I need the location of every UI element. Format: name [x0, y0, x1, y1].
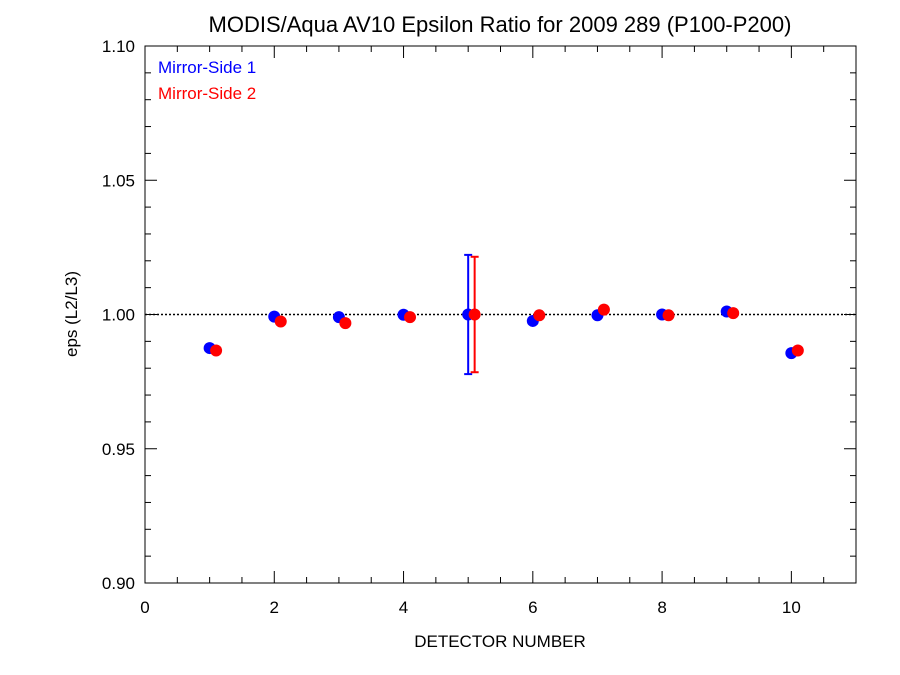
data-point-series-2 [404, 311, 417, 324]
data-point-series-2 [533, 309, 546, 322]
axis-ticks [144, 45, 857, 584]
data-point-series-2 [597, 303, 610, 316]
tick-labels: 0 2 4 6 8 10 0.90 0.95 1.00 1.05 1.10 [102, 37, 801, 617]
y-tick-label: 0.95 [102, 440, 135, 459]
data-points [203, 303, 804, 360]
x-tick-label: 10 [782, 598, 801, 617]
y-tick-label: 1.00 [102, 306, 135, 325]
data-point-series-2 [791, 344, 804, 357]
x-tick-label: 6 [528, 598, 537, 617]
x-tick-label: 8 [657, 598, 666, 617]
legend: Mirror-Side 1 Mirror-Side 2 [158, 58, 256, 103]
chart-title: MODIS/Aqua AV10 Epsilon Ratio for 2009 2… [209, 12, 792, 37]
legend-entry: Mirror-Side 1 [158, 58, 256, 77]
x-axis-label: DETECTOR NUMBER [414, 632, 586, 651]
x-tick-label: 2 [270, 598, 279, 617]
data-point-series-2 [727, 307, 740, 320]
data-point-series-2 [339, 317, 352, 330]
x-tick-label: 0 [140, 598, 149, 617]
data-point-series-2 [210, 344, 223, 357]
legend-entry: Mirror-Side 2 [158, 84, 256, 103]
data-point-series-2 [468, 308, 481, 321]
data-point-series-2 [274, 315, 287, 328]
y-tick-label: 0.90 [102, 574, 135, 593]
x-tick-label: 4 [399, 598, 408, 617]
y-axis-label: eps (L2/L3) [62, 271, 81, 357]
y-tick-label: 1.05 [102, 171, 135, 190]
data-point-series-2 [662, 309, 675, 322]
y-tick-label: 1.10 [102, 37, 135, 56]
